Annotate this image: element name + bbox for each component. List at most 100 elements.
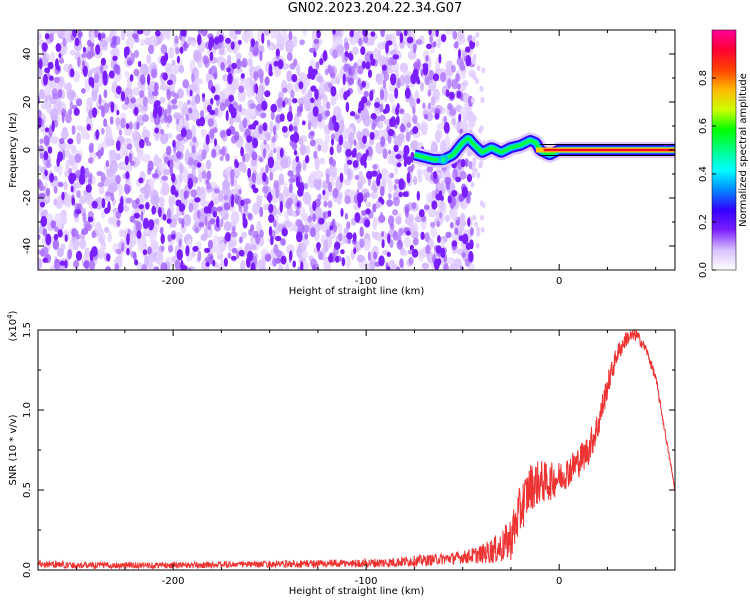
- noise-speckle: [349, 111, 356, 117]
- noise-speckle: [163, 116, 169, 124]
- noise-speckle: [290, 89, 295, 99]
- noise-speckle: [417, 174, 423, 183]
- noise-speckle: [379, 89, 385, 101]
- noise-speckle: [154, 127, 159, 134]
- noise-speckle: [199, 116, 206, 127]
- noise-speckle: [62, 37, 67, 47]
- noise-speckle: [395, 115, 400, 126]
- snr-scale-label: (x104): [6, 310, 19, 341]
- noise-speckle: [98, 185, 105, 195]
- noise-speckle: [142, 96, 148, 107]
- noise-speckle: [307, 111, 315, 124]
- noise-speckle: [475, 40, 480, 47]
- noise-speckle: [86, 51, 93, 60]
- noise-speckle: [162, 72, 168, 81]
- snr-scale-close: ): [8, 310, 19, 314]
- noise-speckle: [460, 60, 465, 70]
- noise-speckle: [187, 177, 194, 190]
- noise-speckle: [96, 170, 103, 177]
- noise-speckle: [356, 192, 364, 204]
- noise-speckle: [414, 216, 422, 223]
- noise-speckle: [411, 202, 417, 210]
- noise-speckle: [367, 251, 371, 262]
- noise-speckle: [457, 216, 461, 225]
- noise-speckle: [286, 70, 293, 82]
- noise-speckle: [346, 221, 351, 230]
- noise-speckle: [47, 146, 53, 154]
- noise-speckle: [82, 60, 85, 68]
- noise-speckle: [73, 70, 81, 83]
- noise-speckle: [371, 122, 376, 131]
- noise-speckle: [39, 144, 44, 152]
- noise-speckle: [395, 216, 402, 225]
- noise-speckle: [178, 238, 182, 248]
- noise-speckle: [271, 136, 276, 144]
- noise-speckle: [387, 134, 392, 144]
- noise-speckle: [40, 185, 46, 191]
- noise-speckle: [361, 80, 367, 88]
- y-tick-label: 0: [22, 147, 33, 153]
- noise-speckle: [186, 99, 191, 105]
- noise-speckle: [372, 164, 378, 170]
- noise-speckle: [151, 90, 159, 97]
- noise-speckle: [40, 215, 48, 228]
- noise-speckle: [259, 206, 264, 218]
- noise-speckle: [408, 249, 414, 255]
- noise-speckle: [398, 227, 404, 236]
- noise-speckle: [89, 142, 94, 149]
- noise-speckle: [468, 161, 473, 170]
- noise-speckle: [91, 230, 96, 239]
- colorbar: [711, 29, 737, 271]
- noise-speckle: [322, 180, 328, 191]
- noise-speckle: [72, 30, 77, 38]
- noise-speckle: [100, 57, 106, 66]
- noise-speckle: [182, 214, 192, 227]
- noise-speckle: [353, 62, 358, 69]
- noise-speckle: [375, 200, 381, 209]
- noise-speckle: [420, 123, 428, 136]
- noise-speckle: [70, 185, 74, 193]
- noise-speckle: [159, 226, 164, 235]
- noise-speckle: [191, 40, 197, 47]
- noise-speckle: [320, 140, 329, 153]
- noise-speckle: [324, 68, 329, 76]
- noise-speckle: [153, 101, 158, 112]
- noise-speckle: [89, 42, 95, 48]
- noise-speckle: [141, 264, 148, 270]
- y-tick-label: -40: [22, 238, 33, 254]
- noise-speckle: [176, 249, 183, 261]
- noise-speckle: [445, 231, 452, 238]
- noise-speckle: [160, 44, 168, 55]
- noise-speckle: [208, 36, 215, 48]
- noise-speckle: [266, 39, 271, 47]
- noise-speckle: [197, 60, 203, 68]
- noise-speckle: [128, 234, 137, 247]
- noise-speckle: [168, 245, 173, 253]
- noise-speckle: [270, 30, 278, 39]
- figure-title: GN02.2023.204.22.34.G07: [287, 1, 463, 16]
- noise-speckle: [416, 190, 420, 201]
- noise-speckle: [471, 36, 476, 43]
- noise-speckle: [115, 174, 121, 185]
- noise-speckle: [55, 200, 63, 210]
- noise-speckle: [314, 155, 320, 170]
- noise-speckle: [415, 39, 423, 45]
- noise-speckle: [394, 166, 399, 175]
- noise-speckle: [48, 126, 53, 138]
- noise-speckle: [424, 75, 430, 86]
- noise-speckle: [250, 38, 256, 48]
- noise-speckle: [226, 128, 232, 137]
- noise-speckle: [57, 151, 64, 162]
- noise-speckle: [357, 200, 362, 208]
- noise-speckle: [190, 189, 197, 198]
- noise-speckle: [465, 55, 472, 67]
- noise-speckle: [241, 57, 248, 68]
- colorbar-tick-label: 0.6: [698, 118, 709, 134]
- noise-speckle: [155, 251, 164, 266]
- noise-speckle: [68, 108, 73, 116]
- noise-speckle: [166, 208, 172, 219]
- noise-speckle: [89, 259, 95, 270]
- noise-speckle: [280, 157, 289, 169]
- noise-speckle: [345, 101, 350, 113]
- noise-speckle: [318, 217, 325, 225]
